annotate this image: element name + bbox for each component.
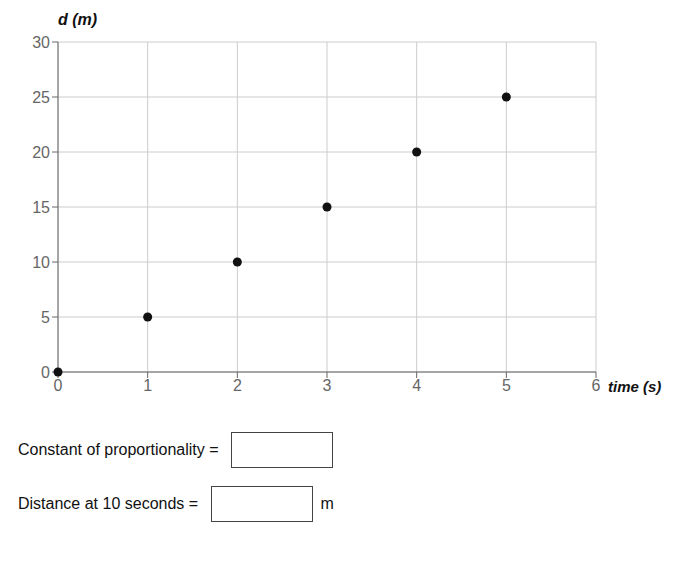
svg-text:15: 15 [32,199,50,216]
svg-text:time (s): time (s) [608,378,661,395]
html-text:d (m): d (m) [58,11,98,28]
svg-text:25: 25 [32,89,50,106]
svg-text:4: 4 [412,377,421,394]
svg-text:1: 1 [143,377,152,394]
svg-text:3: 3 [323,377,332,394]
svg-text:5: 5 [41,309,50,326]
svg-text:6: 6 [592,377,601,394]
svg-text:10: 10 [32,254,50,271]
svg-text:30: 30 [32,34,50,51]
svg-text:0: 0 [41,364,50,381]
html-text:Constant of proportionality =: Constant of proportionality = [18,441,223,458]
svg-text:2: 2 [233,377,242,394]
svg-text:5: 5 [502,377,511,394]
html-text:m: m [320,495,334,512]
html-text:Distance at 10 seconds =: Distance at 10 seconds = [18,495,203,512]
svg-text:20: 20 [32,144,50,161]
svg-text:0: 0 [54,377,63,394]
